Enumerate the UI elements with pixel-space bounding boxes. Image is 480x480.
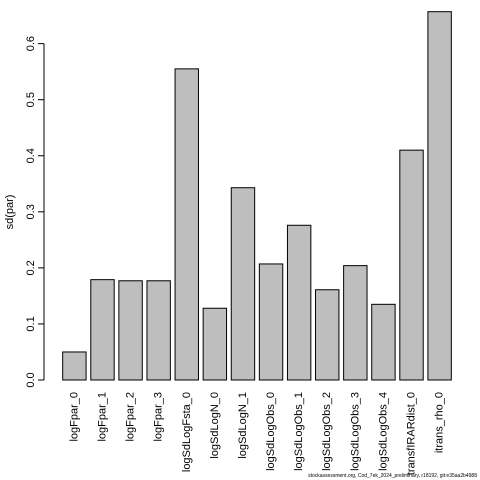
y-tick-label: 0.1 xyxy=(25,316,37,331)
x-tick-label: logSdLogObs_3 xyxy=(349,392,361,471)
bar xyxy=(258,263,284,381)
x-tick-label: logSdLogFsta_0 xyxy=(181,392,193,472)
x-tick-label: logSdLogN_0 xyxy=(209,392,221,459)
x-tick-label: logFpar_1 xyxy=(96,392,108,442)
bar xyxy=(399,149,424,381)
bar xyxy=(146,280,171,381)
x-tick-label: logSdLogObs_1 xyxy=(293,392,305,471)
bar xyxy=(90,279,115,381)
bar xyxy=(427,11,452,381)
bar xyxy=(371,303,396,381)
y-axis: 0.0 0.1 0.2 0.3 0.4 0.5 0.6 xyxy=(25,36,45,388)
bar xyxy=(230,187,256,381)
y-axis-label: sd(par) xyxy=(4,195,16,230)
y-tick-label: 0.4 xyxy=(25,148,37,163)
bar xyxy=(62,351,87,381)
x-tick-labels: logFpar_0 logFpar_1 logFpar_2 logFpar_3 logS… xyxy=(68,392,445,475)
x-tick-label: logSdLogObs_0 xyxy=(265,392,277,471)
y-tick-label: 0.0 xyxy=(25,372,37,387)
x-tick-label: logFpar_0 xyxy=(68,392,80,442)
footer-text: stockassessment.org, Cod_7ek_2024_prelim… xyxy=(308,473,477,479)
x-tick-label: logFpar_3 xyxy=(153,392,165,442)
bar xyxy=(202,307,228,381)
bar xyxy=(118,280,143,381)
y-tick-label: 0.6 xyxy=(25,36,37,51)
x-tick-label: logSdLogObs_2 xyxy=(321,392,333,471)
bar xyxy=(343,265,368,381)
y-tick-label: 0.2 xyxy=(25,260,37,275)
y-tick-label: 0.5 xyxy=(25,92,37,107)
x-tick-label: logSdLogN_1 xyxy=(237,392,249,459)
x-tick-label: itrans_rho_0 xyxy=(434,392,446,453)
bar xyxy=(174,68,199,381)
bars xyxy=(62,11,452,381)
x-tick-label: logFpar_2 xyxy=(125,392,137,442)
y-tick-label: 0.3 xyxy=(25,204,37,219)
bar xyxy=(315,289,340,381)
x-tick-label: logSdLogObs_4 xyxy=(377,392,389,471)
x-tick-label: transfIRARdist_0 xyxy=(406,392,418,475)
bar xyxy=(286,224,312,381)
